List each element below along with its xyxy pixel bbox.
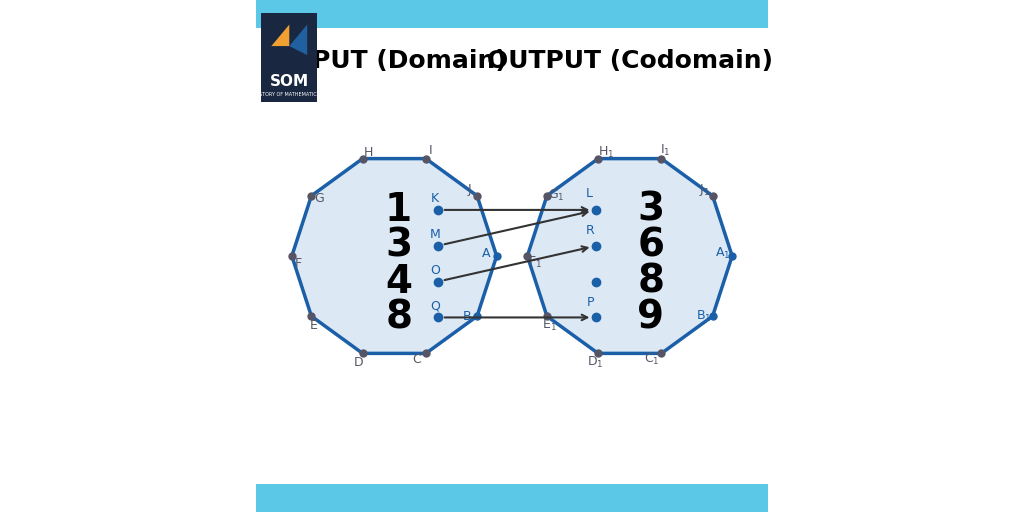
- Text: INPUT (Domain): INPUT (Domain): [282, 50, 507, 73]
- Polygon shape: [289, 25, 307, 55]
- Text: D$_1$: D$_1$: [588, 355, 604, 370]
- Text: H: H: [365, 146, 374, 159]
- Text: E: E: [310, 319, 317, 332]
- Text: 4: 4: [385, 263, 412, 301]
- Text: G$_1$: G$_1$: [548, 188, 564, 203]
- Text: 9: 9: [637, 298, 665, 336]
- Text: 3: 3: [385, 227, 412, 265]
- Text: D: D: [353, 356, 364, 369]
- Text: O: O: [430, 264, 440, 277]
- Text: 6: 6: [637, 227, 665, 265]
- Text: M: M: [430, 228, 440, 241]
- Text: I: I: [429, 144, 433, 157]
- Text: B$_1$: B$_1$: [695, 309, 711, 324]
- Text: E$_1$: E$_1$: [542, 318, 557, 333]
- FancyBboxPatch shape: [261, 13, 317, 102]
- Text: 8: 8: [637, 263, 665, 301]
- Text: 8: 8: [385, 298, 412, 336]
- Text: F$_1$: F$_1$: [528, 254, 542, 270]
- Text: F: F: [295, 257, 301, 270]
- Polygon shape: [292, 159, 497, 353]
- Text: P: P: [587, 295, 594, 309]
- Polygon shape: [527, 159, 732, 353]
- Text: C: C: [413, 353, 421, 366]
- Text: K: K: [431, 192, 439, 205]
- Text: 3: 3: [637, 191, 665, 229]
- Text: J: J: [468, 183, 471, 196]
- Text: A$_1$: A$_1$: [715, 246, 731, 261]
- Text: Q: Q: [430, 300, 440, 313]
- Text: L: L: [586, 186, 592, 200]
- FancyBboxPatch shape: [256, 484, 768, 512]
- Text: SOM: SOM: [269, 74, 309, 90]
- Text: OUTPUT (Codomain): OUTPUT (Codomain): [486, 50, 773, 73]
- Text: I$_1$: I$_1$: [660, 143, 671, 159]
- Text: R: R: [586, 224, 595, 237]
- Text: J$_1$: J$_1$: [699, 182, 711, 198]
- Text: B: B: [463, 310, 471, 323]
- FancyBboxPatch shape: [256, 0, 768, 28]
- Text: A: A: [482, 247, 490, 260]
- Text: C$_1$: C$_1$: [644, 352, 660, 367]
- Text: 1: 1: [385, 191, 412, 229]
- Text: H$_1$: H$_1$: [598, 145, 614, 160]
- Text: G: G: [314, 192, 324, 205]
- Text: STORY OF MATHEMATICS: STORY OF MATHEMATICS: [259, 92, 319, 97]
- Polygon shape: [271, 25, 289, 46]
